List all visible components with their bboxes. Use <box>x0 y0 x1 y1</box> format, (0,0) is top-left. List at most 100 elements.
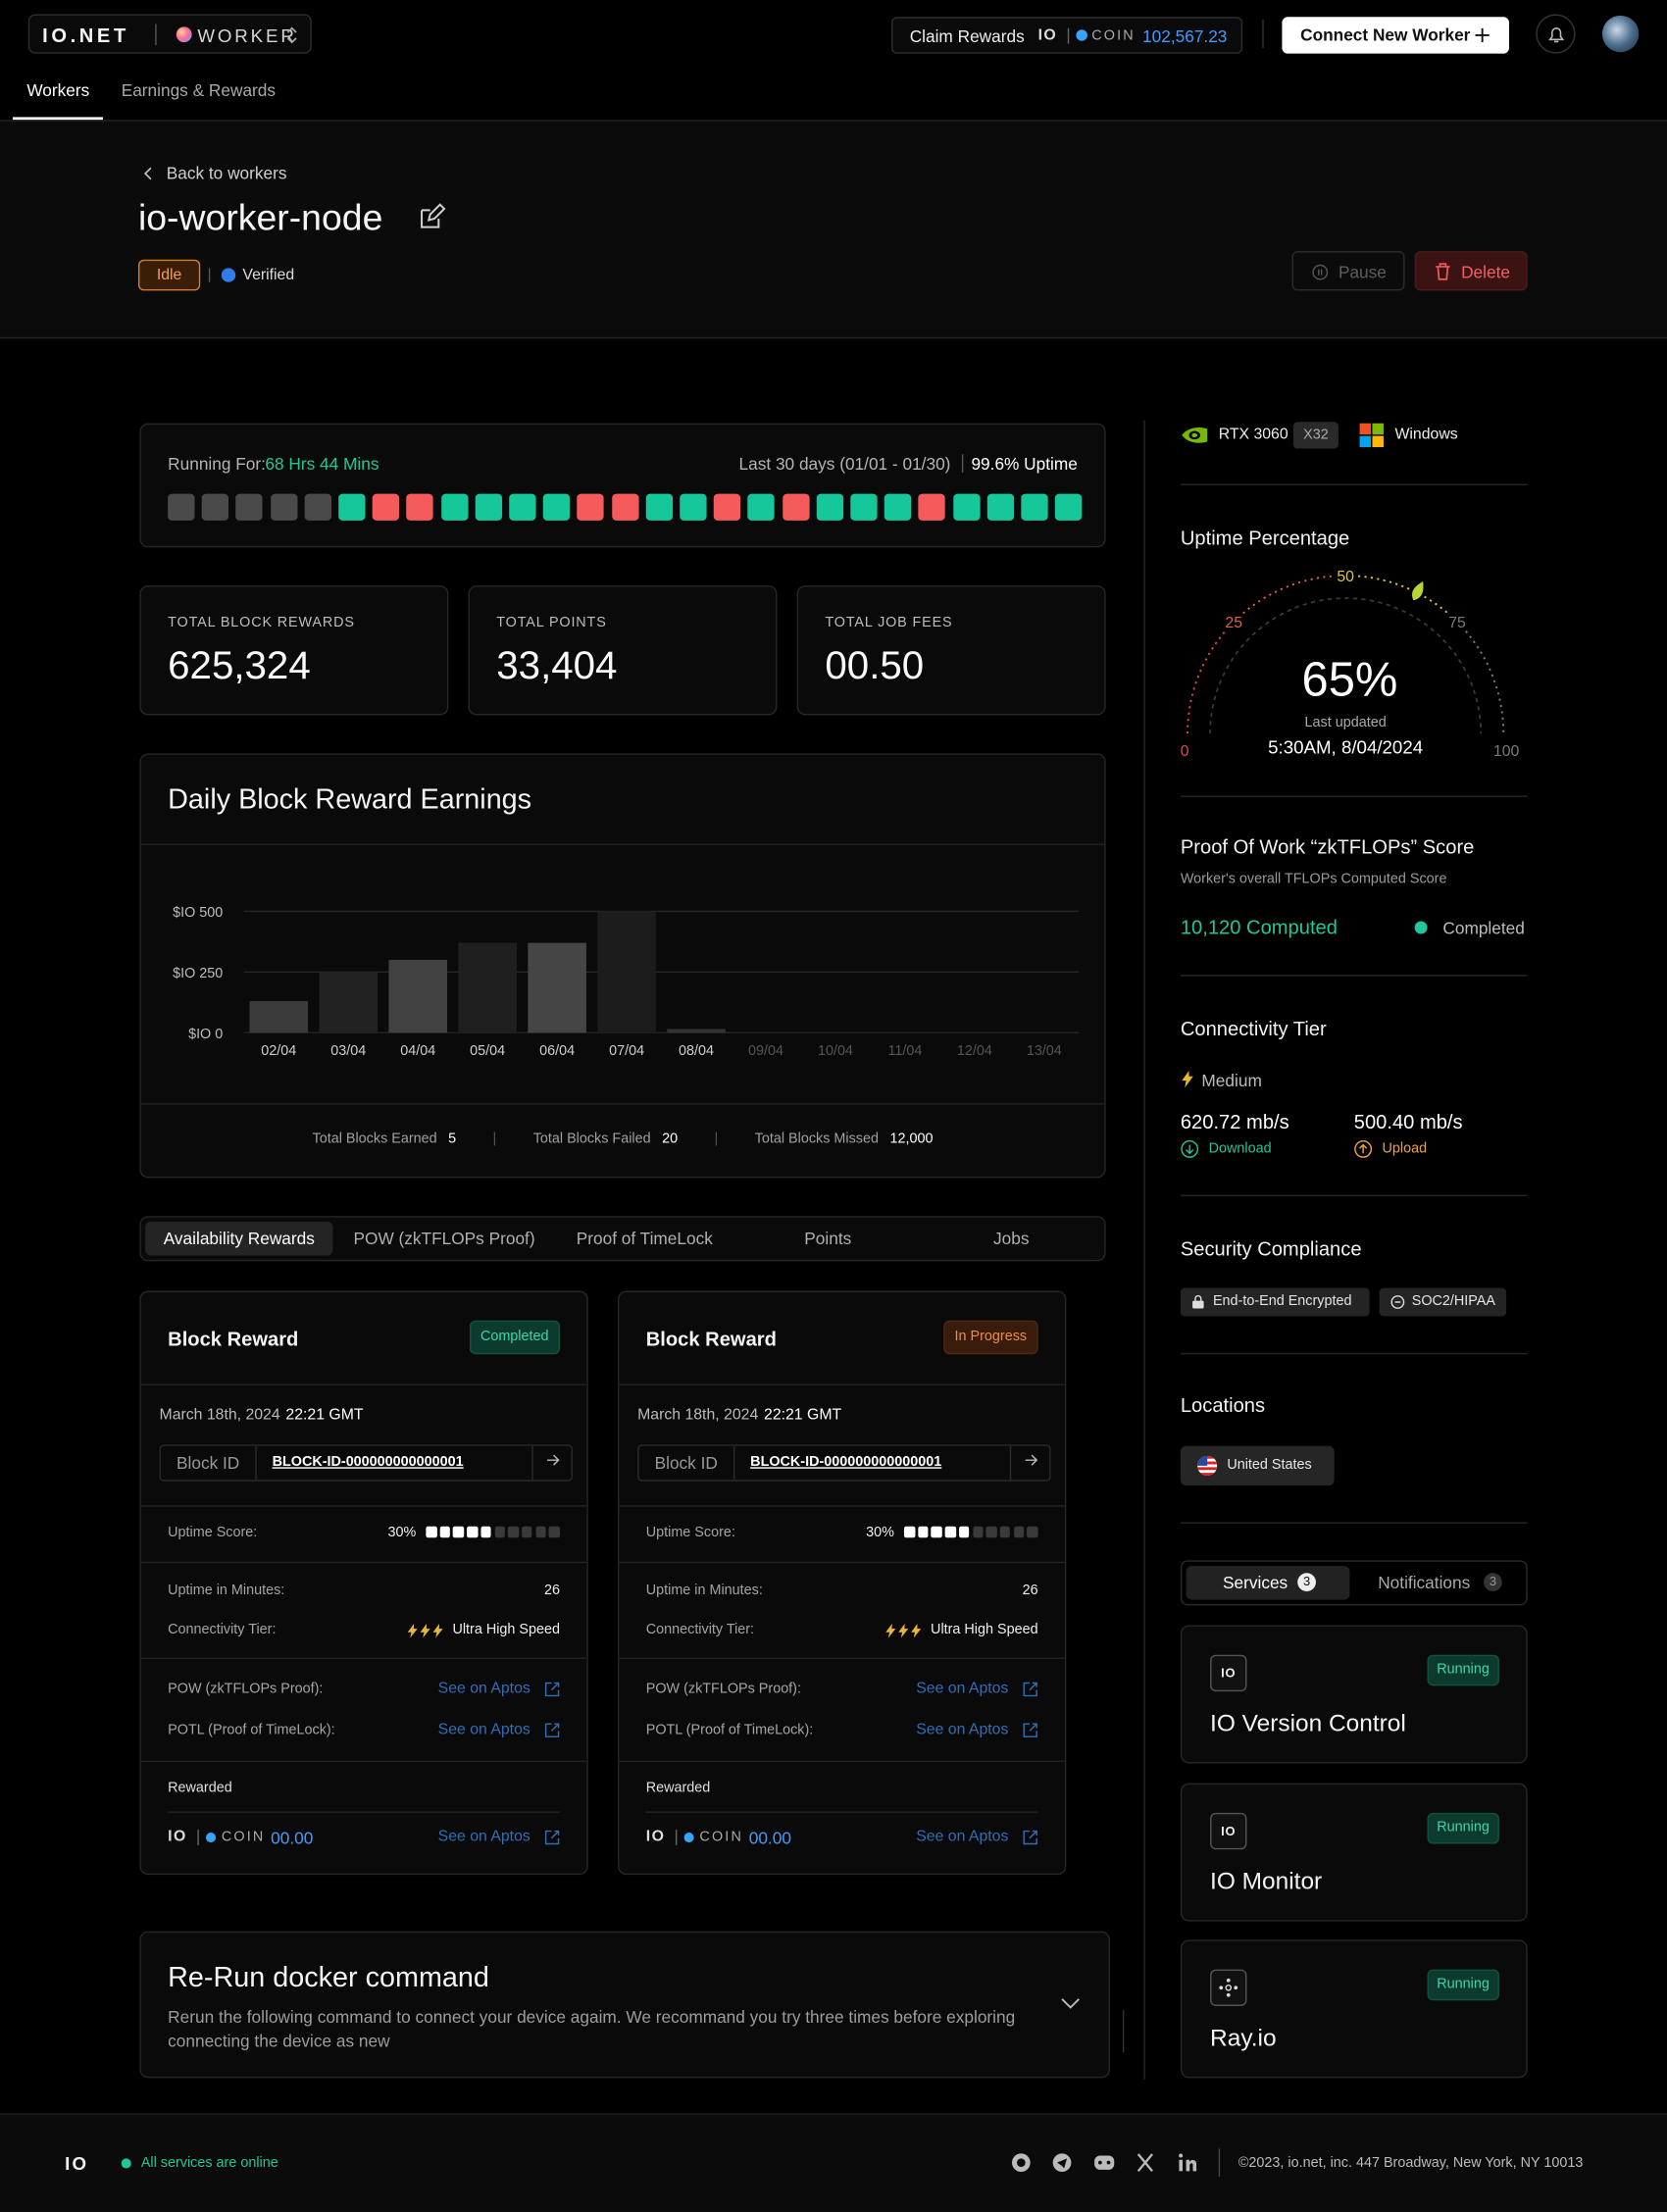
arrow-button[interactable] <box>1009 1445 1049 1481</box>
block-id[interactable]: BLOCK-ID-000000000000001 <box>750 1454 942 1471</box>
score-dot <box>494 1526 505 1537</box>
divider <box>619 1505 1065 1507</box>
x-tick-label: 13/04 <box>1027 1043 1062 1059</box>
footer-stat: Total Blocks Missed 12,000 <box>755 1131 934 1147</box>
aptos-link[interactable]: See on Aptos <box>437 1680 530 1697</box>
brand: IO.NET <box>42 24 129 47</box>
footer-label: Total Blocks Missed <box>754 1131 879 1147</box>
x-tick-label: 03/04 <box>330 1043 366 1059</box>
decor <box>1318 269 1323 276</box>
date: March 18th, 2024 <box>159 1406 280 1424</box>
aptos-link[interactable]: See on Aptos <box>437 1828 530 1845</box>
period: Last 30 days (01/01 - 01/30) <box>738 454 951 475</box>
service-card[interactable]: Running Ray.io <box>1180 1939 1528 2079</box>
gauge-inner-arc <box>1209 597 1483 734</box>
tab[interactable]: Availability Rewards <box>145 1222 333 1256</box>
nvidia-icon <box>1182 427 1208 443</box>
decor <box>1359 1143 1368 1154</box>
decor <box>1197 1455 1218 1476</box>
x-tick-label: 08/04 <box>679 1043 714 1059</box>
row-label: POW (zkTFLOPs Proof): <box>168 1682 324 1697</box>
status-badge: Completed <box>469 1320 561 1355</box>
separator: | <box>714 1131 719 1147</box>
external-icon <box>544 1723 560 1737</box>
decor <box>1181 1139 1199 1158</box>
avatar[interactable] <box>1601 15 1640 53</box>
nav-tab[interactable]: Earnings & Rewards <box>121 80 277 101</box>
status-badge: In Progress <box>943 1320 1038 1355</box>
tab[interactable]: POW (zkTFLOPs Proof) <box>353 1229 535 1249</box>
decor <box>1186 1144 1194 1155</box>
uptime-day <box>168 493 195 521</box>
tab[interactable]: Points <box>804 1229 852 1249</box>
decor <box>1106 2160 1111 2165</box>
card-title: Block Reward <box>168 1327 299 1350</box>
tab-count: 3 <box>1297 1573 1316 1591</box>
service-card[interactable]: IO Running IO Version Control <box>1180 1625 1528 1764</box>
service-card[interactable]: IO Running IO Monitor <box>1180 1782 1528 1921</box>
gauge-tick-label: 50 <box>1337 569 1354 585</box>
block-id[interactable]: BLOCK-ID-000000000000001 <box>272 1454 464 1471</box>
divider <box>1180 795 1528 797</box>
bar <box>458 942 517 1033</box>
connect-button[interactable]: Connect New Worker <box>1282 17 1509 54</box>
brand-box[interactable]: IO.NET WORKER <box>27 14 312 54</box>
delete-button[interactable]: Delete <box>1414 251 1528 291</box>
uptime-day <box>952 493 981 521</box>
service-tab-active[interactable] <box>1186 1566 1350 1600</box>
decor <box>407 1624 418 1638</box>
upload-icon <box>1354 1139 1373 1158</box>
footer-logo: IO <box>65 2152 89 2175</box>
status-badge: Running <box>1427 1969 1499 2001</box>
ray-icon <box>1219 1978 1238 1997</box>
uptime-day <box>714 493 741 521</box>
status-badge: Running <box>1427 1654 1499 1686</box>
aptos-link[interactable]: See on Aptos <box>916 1721 1009 1738</box>
last-updated-label: Last updated <box>1304 715 1387 731</box>
divider <box>140 1505 587 1507</box>
bell-button[interactable] <box>1536 14 1576 54</box>
score-dot <box>1027 1526 1038 1537</box>
gauge-arc <box>1345 575 1458 623</box>
tab-label[interactable]: Notifications <box>1378 1573 1471 1593</box>
rerun-card[interactable]: Re-Run docker command Rerun the followin… <box>139 1931 1110 2079</box>
aptos-link[interactable]: See on Aptos <box>437 1721 530 1738</box>
chart-footer: Total Blocks Earned 5 | Total Blocks Failed… <box>141 1131 1104 1147</box>
row-label: POTL (Proof of TimeLock): <box>645 1722 814 1738</box>
back-link[interactable]: Back to workers <box>166 163 287 184</box>
bar <box>667 1029 726 1033</box>
arrow-button[interactable] <box>531 1445 571 1481</box>
tab[interactable]: Jobs <box>993 1229 1030 1249</box>
decor <box>1390 1295 1405 1309</box>
gauge-marker <box>1412 581 1424 601</box>
tab[interactable]: Proof of TimeLock <box>576 1229 713 1249</box>
nav-tab[interactable]: Workers <box>26 80 90 101</box>
section-title: Locations <box>1180 1393 1266 1417</box>
status-badge: Running <box>1427 1812 1499 1843</box>
gauge-tick-label: 25 <box>1225 615 1242 631</box>
decor <box>286 26 297 44</box>
lock-icon <box>1192 1294 1204 1309</box>
coin-label: COIN <box>699 1830 743 1845</box>
decor <box>1219 1986 1224 1990</box>
edit-icon[interactable] <box>418 203 446 231</box>
decor <box>1061 1998 1080 2009</box>
aptos-link[interactable]: See on Aptos <box>916 1828 1009 1845</box>
score-dot <box>522 1526 532 1537</box>
divider <box>168 1811 561 1813</box>
decor <box>1359 423 1372 435</box>
bolt-icon <box>432 1624 443 1638</box>
decor <box>1137 2153 1153 2173</box>
date: March 18th, 2024 <box>637 1406 759 1424</box>
external-icon <box>544 1682 560 1697</box>
pause-button[interactable]: Pause <box>1291 251 1405 291</box>
decor <box>544 1830 560 1845</box>
uptime-day <box>440 493 468 521</box>
aptos-link[interactable]: See on Aptos <box>916 1680 1009 1697</box>
decor <box>1194 1294 1202 1301</box>
score-dot <box>426 1526 437 1537</box>
claim-box[interactable]: Claim Rewards IO COIN 102,567.23 <box>891 17 1243 54</box>
services-status: All services are online <box>140 2155 278 2172</box>
row-label: POW (zkTFLOPs Proof): <box>645 1682 801 1697</box>
date-row: March 18th, 2024 22:21 GMT <box>637 1406 841 1423</box>
